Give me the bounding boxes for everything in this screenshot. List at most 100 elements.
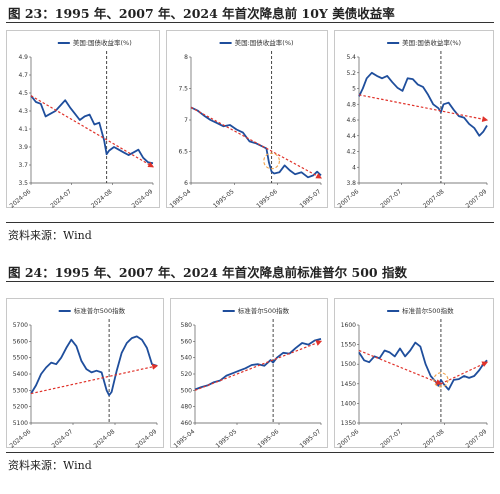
y-tick-label: 5600 bbox=[13, 338, 28, 345]
figure-1-source: 资料来源：Wind bbox=[8, 229, 92, 242]
legend-label: 美国:国债收益率(%) bbox=[402, 38, 461, 47]
y-tick-label: 540 bbox=[181, 355, 193, 362]
x-tick-label: 2007-07 bbox=[379, 188, 403, 210]
legend-label: 美国:国债收益率(%) bbox=[73, 38, 132, 47]
x-tick-label: 2024-08 bbox=[93, 428, 117, 450]
figure-2-source-rule bbox=[6, 452, 494, 453]
y-tick-label: 4.7 bbox=[18, 72, 28, 79]
x-tick-label: 2024-08 bbox=[90, 188, 114, 210]
y-tick-label: 5200 bbox=[13, 404, 28, 411]
trend-arrow bbox=[358, 349, 443, 385]
y-tick-label: 5400 bbox=[13, 371, 28, 378]
y-tick-label: 4.5 bbox=[18, 90, 28, 97]
chart-panel-2: 美国:国债收益率(%) 8 7.5 7 6.5 6 1995-04 1995-05 1995-0… bbox=[166, 30, 328, 210]
y-tick-label: 5 bbox=[352, 86, 356, 93]
figure-1-title: 图 23：1995 年、2007 年、2024 年首次降息前 10Y 美债收益率 bbox=[8, 6, 395, 21]
chart-4: 标准普尔500指数5700560055005400530052005100202… bbox=[9, 306, 159, 450]
y-tick-label: 3.5 bbox=[18, 180, 28, 187]
y-tick-label: 8 bbox=[184, 54, 188, 61]
y-tick-label: 1500 bbox=[341, 361, 356, 368]
x-tick-label: 2007-06 bbox=[337, 188, 361, 210]
figure-1-source-rule bbox=[6, 222, 494, 223]
y-tick-label: 4 bbox=[352, 164, 356, 171]
x-tick-label: 2007-08 bbox=[422, 428, 446, 450]
trend-arrow bbox=[194, 340, 323, 391]
series-line bbox=[30, 335, 158, 397]
legend-label: 标准普尔500指数 bbox=[238, 306, 290, 315]
y-tick-label: 4.2 bbox=[346, 149, 356, 156]
y-tick-label: 1450 bbox=[341, 381, 356, 388]
y-tick-label: 460 bbox=[181, 420, 193, 427]
y-tick-label: 560 bbox=[181, 338, 193, 345]
figure-1-title-rule bbox=[6, 22, 494, 23]
y-tick-label: 4.8 bbox=[346, 101, 356, 108]
x-tick-label: 1995-07 bbox=[299, 188, 323, 210]
trend-arrow bbox=[30, 95, 155, 168]
x-tick-label: 2024-06 bbox=[9, 428, 33, 450]
x-tick-label: 2007-07 bbox=[379, 428, 403, 450]
y-tick-label: 580 bbox=[181, 322, 193, 329]
chart-panel-1: 美国:国债收益率(%) 4.9 4.7 4.5 4.3 4.1 3.9 3.7 3.5 2024-… bbox=[6, 30, 160, 210]
x-tick-label: 1995-05 bbox=[215, 428, 239, 450]
legend-label: 标准普尔500指数 bbox=[402, 306, 454, 315]
x-tick-label: 1995-04 bbox=[173, 428, 197, 450]
legend-label: 标准普尔500指数 bbox=[74, 306, 126, 315]
trend-arrow bbox=[30, 363, 159, 395]
x-tick-label: 2007-09 bbox=[465, 428, 489, 450]
y-tick-label: 7 bbox=[184, 117, 188, 124]
x-tick-label: 2024-09 bbox=[135, 428, 159, 450]
x-tick-label: 2007-06 bbox=[337, 428, 361, 450]
figure-2-title-rule bbox=[6, 281, 494, 282]
series-line bbox=[30, 95, 154, 165]
chart-6: 标准普尔500指数 1600 1550 1500 1450 1400 13502007-06… bbox=[337, 306, 489, 450]
trend-arrow bbox=[440, 361, 489, 385]
x-tick-label: 2024-09 bbox=[131, 188, 155, 210]
y-tick-label: 3.9 bbox=[18, 144, 28, 151]
y-tick-label: 5100 bbox=[13, 420, 28, 427]
y-tick-label: 4.6 bbox=[346, 117, 356, 124]
y-tick-label: 5.2 bbox=[346, 70, 356, 77]
chart-panel-3: 美国:国债收益率(%) 5.4 5.2 5 4.8 4.6 4.4 4.2 4 3.8 2007-0… bbox=[334, 30, 494, 210]
y-tick-label: 1550 bbox=[341, 342, 356, 349]
x-tick-label: 1995-04 bbox=[169, 188, 193, 210]
y-tick-label: 5700 bbox=[13, 322, 28, 329]
highlight-circle bbox=[263, 152, 280, 170]
x-tick-label: 2007-09 bbox=[465, 188, 489, 210]
series-line bbox=[194, 338, 322, 391]
figure-2-source: 资料来源：Wind bbox=[8, 459, 92, 472]
y-tick-label: 3.7 bbox=[18, 162, 28, 169]
series-line bbox=[358, 71, 488, 137]
x-tick-label: 2024-06 bbox=[9, 188, 33, 210]
x-tick-label: 2007-08 bbox=[422, 188, 446, 210]
y-tick-label: 4.1 bbox=[18, 126, 28, 133]
legend-label: 美国:国债收益率(%) bbox=[235, 38, 294, 47]
series-line bbox=[358, 341, 488, 391]
y-tick-label: 4.4 bbox=[346, 133, 356, 140]
y-tick-label: 3.8 bbox=[346, 180, 356, 187]
x-tick-label: 1995-06 bbox=[255, 188, 279, 210]
x-tick-label: 1995-05 bbox=[212, 188, 236, 210]
y-tick-label: 480 bbox=[181, 404, 193, 411]
figure-2-title: 图 24：1995 年、2007 年、2024 年首次降息前标准普尔 500 指… bbox=[8, 265, 407, 280]
y-tick-label: 7.5 bbox=[178, 86, 188, 93]
y-tick-label: 520 bbox=[181, 371, 193, 378]
y-tick-label: 1400 bbox=[341, 400, 356, 407]
trend-arrow bbox=[358, 94, 489, 123]
chart-3: 美国:国债收益率(%)5.45.254.84.64.44.243.82007-0… bbox=[337, 38, 489, 210]
chart-panel-4: 标准普尔500指数 5700 5600 5500 5400 5300 5200 5100 202… bbox=[6, 298, 164, 450]
x-tick-label: 1995-06 bbox=[257, 428, 281, 450]
chart-panel-5: 标准普尔500指数 580 560 540 520 500 480 460 1995-04 199… bbox=[170, 298, 328, 450]
y-tick-label: 500 bbox=[181, 387, 193, 394]
y-tick-label: 4.3 bbox=[18, 108, 28, 115]
x-tick-label: 1995-07 bbox=[299, 428, 323, 450]
chart-1: 美国:国债收益率(%)4.94.74.54.34.13.93.73.52024-… bbox=[9, 38, 155, 210]
y-tick-label: 4.9 bbox=[18, 54, 28, 61]
y-tick-label: 5500 bbox=[13, 355, 28, 362]
x-tick-label: 2024-07 bbox=[49, 188, 73, 210]
x-tick-label: 2024-07 bbox=[51, 428, 75, 450]
y-tick-label: 5300 bbox=[13, 387, 28, 394]
highlight-circle bbox=[433, 372, 449, 388]
y-tick-label: 5.4 bbox=[346, 54, 356, 61]
